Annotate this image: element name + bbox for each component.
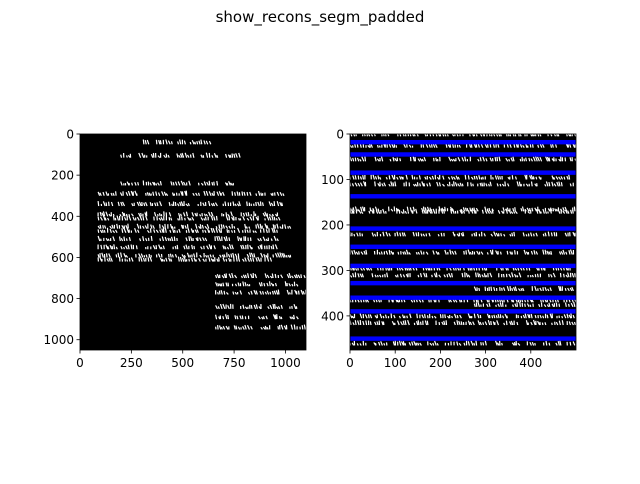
right-segmentation-line <box>350 244 576 249</box>
right-text-row <box>350 313 575 319</box>
right-x-tick-label: 400 <box>519 356 542 370</box>
right-text-row <box>350 174 571 180</box>
left-text-row <box>97 200 284 207</box>
left-frame <box>79 133 307 351</box>
right-y-tick-label: 300 <box>321 264 344 278</box>
left-y-tick-label: 0 <box>66 128 74 142</box>
left-text-row <box>97 243 278 250</box>
right-segmentation-line <box>350 226 576 231</box>
right-segmentation-line <box>350 309 576 314</box>
left-text-row <box>142 139 212 145</box>
left-text-row <box>97 227 278 234</box>
left-x-tick-label: 750 <box>223 356 246 370</box>
right-x-tick-label: 100 <box>384 356 407 370</box>
right-image-content <box>350 134 576 346</box>
right-axes: 0 100 200 300 400 0 100 200 300 400 <box>321 128 577 370</box>
left-y-tick-label: 600 <box>51 251 74 265</box>
right-segmentation-line <box>350 263 576 269</box>
left-text-row <box>97 235 279 242</box>
left-text-row <box>215 289 306 295</box>
right-text-row <box>350 272 576 278</box>
left-text-row <box>215 281 299 287</box>
left-text-row <box>215 314 299 320</box>
right-segmentation-line <box>350 336 576 341</box>
left-y-tick-label: 400 <box>51 210 74 224</box>
left-x-tick-label: 0 <box>76 356 84 370</box>
figure-title: show_recons_segm_padded <box>215 8 425 26</box>
right-y-tick-label: 400 <box>321 309 344 323</box>
left-x-tick-label: 500 <box>171 356 194 370</box>
right-text-row <box>350 319 576 326</box>
left-y-tick-label: 800 <box>51 292 74 306</box>
right-segmentation-line <box>350 280 576 286</box>
left-text-row <box>215 272 306 279</box>
right-frame <box>349 133 577 351</box>
right-segmentation-line <box>350 170 576 175</box>
right-text-row <box>350 249 575 255</box>
right-text-row <box>350 142 576 149</box>
right-text-row <box>350 231 576 237</box>
left-y-tick-label: 200 <box>51 169 74 183</box>
left-text-row <box>97 211 279 217</box>
left-image-content <box>97 139 306 330</box>
left-text-row <box>120 152 241 159</box>
right-x-tick-label: 200 <box>429 356 452 370</box>
right-image <box>350 134 576 350</box>
left-text-row <box>97 223 292 229</box>
left-image <box>80 134 306 350</box>
left-text-row <box>215 303 298 310</box>
right-text-row <box>350 156 576 162</box>
left-y-tick-label: 1000 <box>43 333 74 347</box>
right-y-tick-label: 200 <box>321 218 344 232</box>
left-text-row <box>120 180 234 186</box>
left-text-row <box>97 215 281 221</box>
left-text-row <box>97 190 285 197</box>
right-segmentation-line <box>350 295 576 300</box>
left-x-tick-label: 250 <box>120 356 143 370</box>
right-text-row <box>473 301 576 308</box>
left-text-row <box>215 324 306 330</box>
right-x-tick-label: 0 <box>346 356 354 370</box>
right-text-row <box>350 340 576 346</box>
right-text-row <box>473 285 574 292</box>
right-segmentation-line <box>350 194 576 199</box>
left-text-row <box>97 256 273 262</box>
right-y-tick-label: 0 <box>336 128 344 142</box>
right-segmentation-line <box>350 139 576 145</box>
left-text-row <box>97 252 292 258</box>
left-x-tick-label: 1000 <box>270 356 301 370</box>
right-x-tick-label: 300 <box>474 356 497 370</box>
right-y-tick-label: 100 <box>321 173 344 187</box>
right-text-row <box>350 208 574 214</box>
right-segmentation-line <box>350 152 576 157</box>
